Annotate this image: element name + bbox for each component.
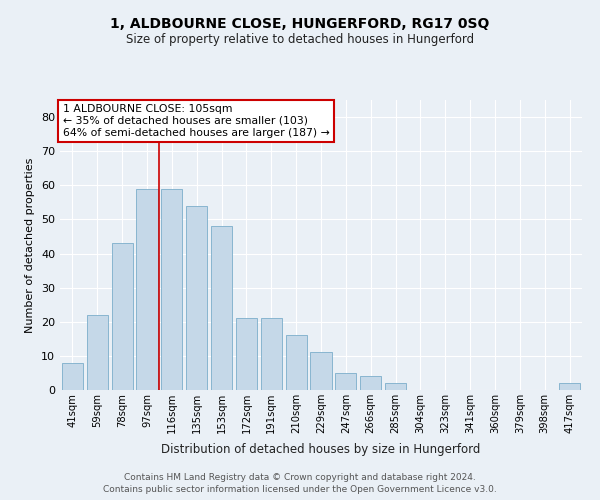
Bar	[186, 206, 207, 390]
Bar	[385, 383, 406, 390]
Bar	[236, 318, 257, 390]
Bar	[62, 362, 83, 390]
Bar	[161, 188, 182, 390]
Bar	[261, 318, 282, 390]
Text: Distribution of detached houses by size in Hungerford: Distribution of detached houses by size …	[161, 442, 481, 456]
Bar	[559, 383, 580, 390]
Text: 1 ALDBOURNE CLOSE: 105sqm
← 35% of detached houses are smaller (103)
64% of semi: 1 ALDBOURNE CLOSE: 105sqm ← 35% of detac…	[62, 104, 329, 138]
Bar	[360, 376, 381, 390]
Bar	[112, 244, 133, 390]
Y-axis label: Number of detached properties: Number of detached properties	[25, 158, 35, 332]
Text: 1, ALDBOURNE CLOSE, HUNGERFORD, RG17 0SQ: 1, ALDBOURNE CLOSE, HUNGERFORD, RG17 0SQ	[110, 18, 490, 32]
Text: Contains HM Land Registry data © Crown copyright and database right 2024.
Contai: Contains HM Land Registry data © Crown c…	[103, 472, 497, 494]
Bar	[87, 315, 108, 390]
Bar	[286, 336, 307, 390]
Bar	[335, 373, 356, 390]
Bar	[310, 352, 332, 390]
Text: Size of property relative to detached houses in Hungerford: Size of property relative to detached ho…	[126, 32, 474, 46]
Bar	[136, 188, 158, 390]
Bar	[211, 226, 232, 390]
